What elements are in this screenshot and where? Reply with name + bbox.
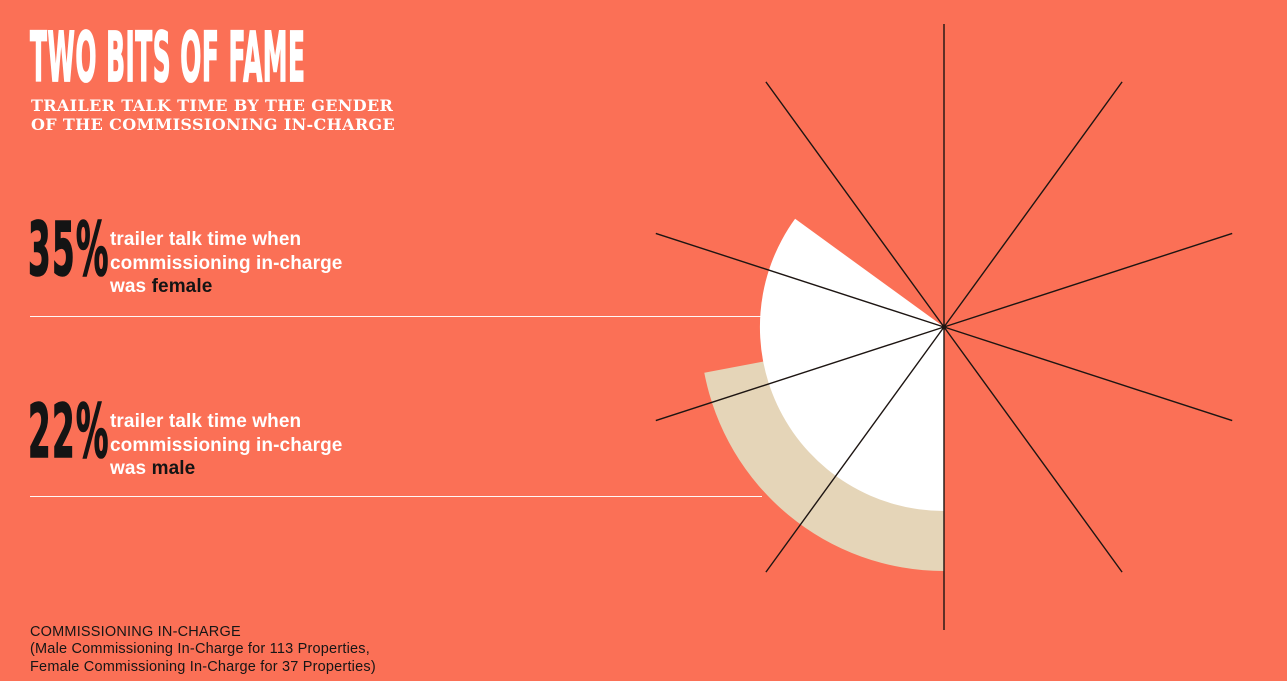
- stat-desc-female-line3: was female: [110, 275, 342, 299]
- male-highlight: male: [151, 458, 196, 479]
- female-highlight: female: [151, 276, 213, 297]
- footnote-line-male: (Male Commissioning In-Charge for 113 Pr…: [30, 641, 370, 658]
- chart-center-dot: [941, 324, 947, 330]
- stat-desc-male-line1: trailer talk time when: [110, 411, 302, 432]
- stat-desc-male-prefix: was: [110, 458, 152, 479]
- footnote-title: COMMISSIONING IN-CHARGE: [30, 624, 241, 640]
- stat-desc-female: trailer talk time when commissioning in-…: [110, 228, 342, 299]
- grid-spoke: [943, 326, 1233, 422]
- stat-desc-male-line2: commissioning in-charge: [110, 434, 343, 456]
- page-title-text: TWO BITS OF FAME: [30, 18, 306, 98]
- grid-spoke: [655, 232, 945, 328]
- divider-line-1: [30, 316, 762, 317]
- divider-line-2: [30, 496, 762, 497]
- page-subtitle: TRAILER TALK TIME BY THE GENDER OF THE C…: [31, 96, 396, 134]
- grid-spoke: [765, 326, 945, 573]
- stat-desc-male: trailer talk time when commissioning in-…: [110, 410, 342, 481]
- stat-desc-male-line3: was male: [110, 457, 342, 481]
- stat-value-male-text: 22%: [28, 389, 110, 475]
- grid-spoke: [943, 232, 1233, 328]
- grid-spoke: [943, 81, 1123, 328]
- grid-spoke: [655, 326, 945, 422]
- wedge-female-35pct: [759, 218, 944, 512]
- page-title: TWO BITS OF FAME: [30, 18, 795, 98]
- grid-spoke: [765, 81, 945, 328]
- grid-spoke: [943, 326, 1123, 573]
- stat-desc-female-prefix: was: [110, 276, 152, 297]
- footnote-line-female: Female Commissioning In-Charge for 37 Pr…: [30, 658, 376, 675]
- footnote: COMMISSIONING IN-CHARGE (Male Commission…: [30, 624, 376, 676]
- stat-value-male: 22%: [28, 389, 214, 475]
- stat-desc-female-line1: trailer talk time when: [110, 229, 302, 250]
- stat-desc-female-line2: commissioning in-charge: [110, 252, 343, 274]
- subtitle-line-2: OF THE COMMISSIONING IN-CHARGE: [31, 114, 396, 134]
- stat-value-female: 35%: [28, 207, 214, 293]
- subtitle-line-1: TRAILER TALK TIME BY THE GENDER: [31, 96, 394, 115]
- stat-value-female-text: 35%: [28, 207, 110, 293]
